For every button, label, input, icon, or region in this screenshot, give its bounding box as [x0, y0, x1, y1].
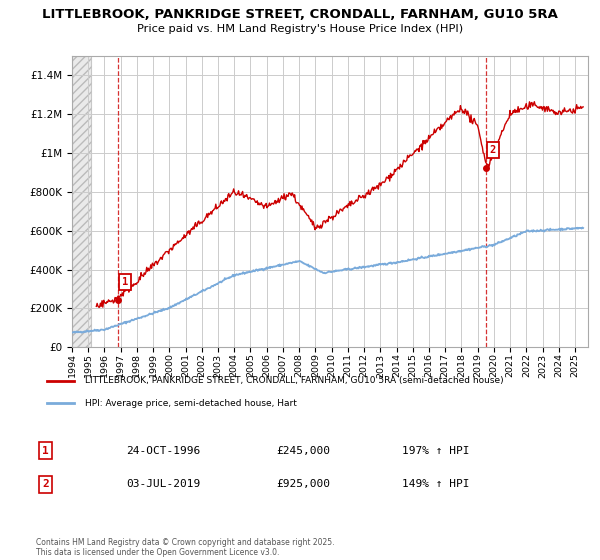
- Text: LITTLEBROOK, PANKRIDGE STREET, CRONDALL, FARNHAM, GU10 5RA (semi-detached house): LITTLEBROOK, PANKRIDGE STREET, CRONDALL,…: [85, 376, 504, 385]
- Text: HPI: Average price, semi-detached house, Hart: HPI: Average price, semi-detached house,…: [85, 399, 297, 408]
- Text: £245,000: £245,000: [276, 446, 330, 456]
- Text: Contains HM Land Registry data © Crown copyright and database right 2025.
This d: Contains HM Land Registry data © Crown c…: [36, 538, 335, 557]
- Bar: [72, 56, 91, 347]
- Text: 197% ↑ HPI: 197% ↑ HPI: [402, 446, 470, 456]
- Text: 03-JUL-2019: 03-JUL-2019: [126, 479, 200, 489]
- Text: Price paid vs. HM Land Registry's House Price Index (HPI): Price paid vs. HM Land Registry's House …: [137, 24, 463, 34]
- Text: 1: 1: [122, 277, 128, 287]
- Text: 2: 2: [42, 479, 49, 489]
- Bar: [72, 56, 91, 347]
- Text: 2: 2: [490, 145, 496, 155]
- Text: 1: 1: [42, 446, 49, 456]
- Text: £925,000: £925,000: [276, 479, 330, 489]
- Text: LITTLEBROOK, PANKRIDGE STREET, CRONDALL, FARNHAM, GU10 5RA: LITTLEBROOK, PANKRIDGE STREET, CRONDALL,…: [42, 8, 558, 21]
- Text: 149% ↑ HPI: 149% ↑ HPI: [402, 479, 470, 489]
- Text: 24-OCT-1996: 24-OCT-1996: [126, 446, 200, 456]
